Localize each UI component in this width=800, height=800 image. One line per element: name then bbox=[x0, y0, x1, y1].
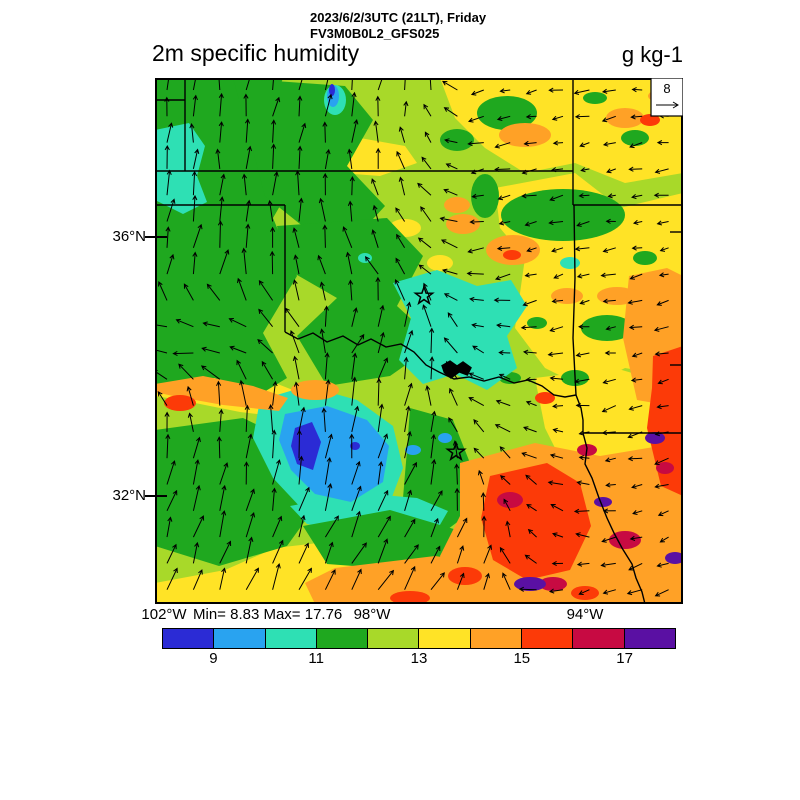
lat-label-0: 36°N bbox=[112, 228, 146, 245]
colorbar-segment-8 bbox=[573, 629, 625, 648]
city-star-marker bbox=[413, 284, 435, 306]
humidity-map: 8 bbox=[155, 78, 683, 604]
colorbar-tick-11: 11 bbox=[308, 650, 324, 667]
lon-label-1: 98°W bbox=[353, 606, 391, 623]
lat-tick-0 bbox=[145, 236, 167, 238]
colorbar-tick-9: 9 bbox=[209, 650, 218, 667]
lat-tick-1 bbox=[145, 495, 167, 497]
wind-reference-value: 8 bbox=[663, 81, 670, 96]
wind-vectors bbox=[155, 78, 669, 597]
colorbar-segment-7 bbox=[522, 629, 574, 648]
plot-title: 2m specific humidity bbox=[152, 40, 360, 66]
colorbar-tick-13: 13 bbox=[410, 650, 428, 667]
colorbar-tick-15: 15 bbox=[513, 650, 531, 667]
lon-label-0: 102°W bbox=[141, 606, 187, 623]
header-datetime: 2023/6/2/3UTC (21LT), Friday bbox=[310, 10, 487, 25]
humidity-field-blobs bbox=[155, 78, 683, 604]
minmax-readout: Min= 8.83 Max= 17.76 bbox=[193, 606, 343, 623]
colorbar bbox=[162, 628, 676, 649]
wind-reference-box: 8 bbox=[650, 78, 683, 117]
lake-marker bbox=[441, 360, 472, 379]
colorbar-segment-6 bbox=[470, 629, 523, 648]
map-frame bbox=[155, 78, 683, 604]
units-label: g kg-1 bbox=[621, 42, 683, 67]
colorbar-tick-17: 17 bbox=[616, 650, 633, 667]
colorbar-segment-3 bbox=[316, 629, 369, 648]
wind-reference-arrow-icon bbox=[656, 101, 679, 109]
colorbar-segment-4 bbox=[368, 629, 420, 648]
colorbar-segment-9 bbox=[624, 629, 675, 648]
lon-label-2: 94°W bbox=[566, 606, 604, 623]
colorbar-segment-0 bbox=[163, 629, 215, 648]
humidity-map-canvas: 8 bbox=[155, 78, 683, 604]
colorbar-segment-5 bbox=[419, 629, 471, 648]
city-star-marker bbox=[445, 440, 467, 462]
colorbar-segment-1 bbox=[214, 629, 266, 648]
lat-label-1: 32°N bbox=[112, 487, 146, 504]
colorbar-segment-2 bbox=[265, 629, 317, 648]
state-borders bbox=[155, 78, 683, 604]
header-model-id: FV3M0B0L2_GFS025 bbox=[310, 26, 440, 41]
